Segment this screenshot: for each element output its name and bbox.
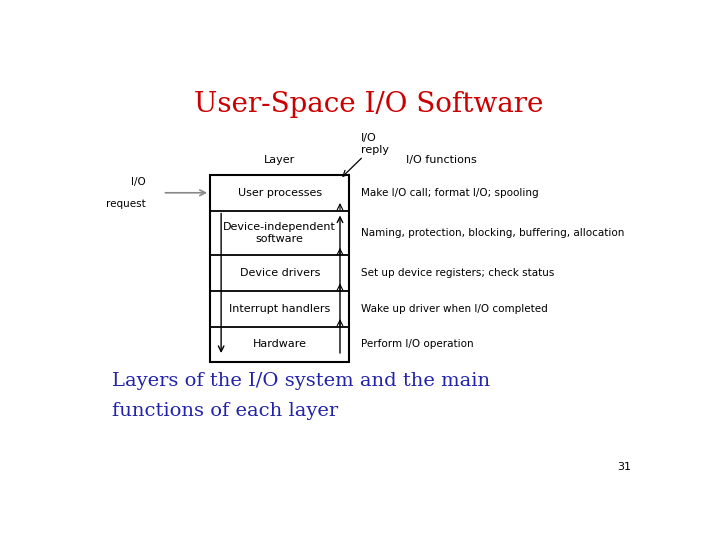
Text: Naming, protection, blocking, buffering, allocation: Naming, protection, blocking, buffering,… <box>361 228 624 238</box>
Text: Hardware: Hardware <box>253 339 307 349</box>
Text: Interrupt handlers: Interrupt handlers <box>229 303 330 314</box>
Text: Perform I/O operation: Perform I/O operation <box>361 339 473 349</box>
Text: Set up device registers; check status: Set up device registers; check status <box>361 268 554 278</box>
Text: 31: 31 <box>617 462 631 472</box>
Text: functions of each layer: functions of each layer <box>112 402 338 420</box>
Text: Layers of the I/O system and the main: Layers of the I/O system and the main <box>112 373 490 390</box>
Text: Device drivers: Device drivers <box>240 268 320 278</box>
Bar <box>210 175 349 362</box>
Text: Make I/O call; format I/O; spooling: Make I/O call; format I/O; spooling <box>361 188 539 198</box>
Text: I/O functions: I/O functions <box>406 156 477 165</box>
Text: Layer: Layer <box>264 156 295 165</box>
Text: request: request <box>106 199 145 209</box>
Text: I/O
reply: I/O reply <box>361 133 389 154</box>
Text: I/O: I/O <box>131 177 145 186</box>
Text: Device-independent
software: Device-independent software <box>223 222 336 244</box>
Text: User-Space I/O Software: User-Space I/O Software <box>194 91 544 118</box>
Text: Wake up driver when I/O completed: Wake up driver when I/O completed <box>361 303 547 314</box>
Text: User processes: User processes <box>238 188 322 198</box>
